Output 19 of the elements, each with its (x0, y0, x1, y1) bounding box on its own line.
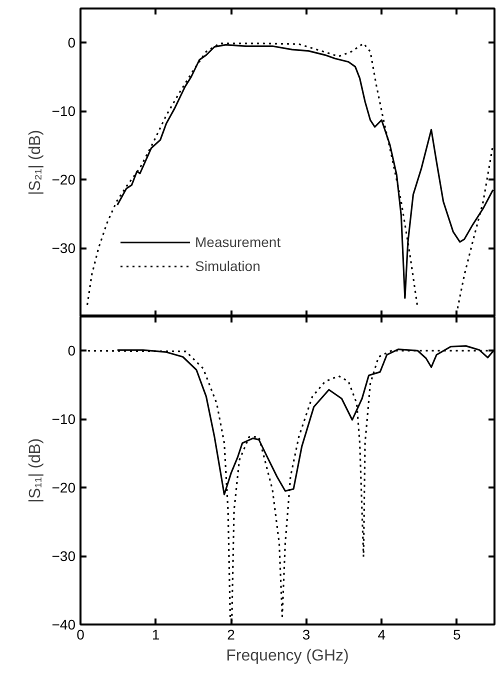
y-axis-title: |S₂₁| (dB) (26, 130, 44, 196)
y-tick-label: 0 (68, 34, 76, 51)
legend-label: Measurement (195, 234, 281, 250)
legend-label: Simulation (195, 258, 260, 274)
x-tick-label: 2 (227, 626, 236, 642)
x-tick-label: 1 (152, 626, 160, 642)
y-tick-label: −10 (52, 411, 76, 428)
y-tick-label: 0 (68, 342, 76, 359)
y-axis-title: |S₁₁| (dB) (26, 438, 44, 503)
y-tick-label: −30 (52, 240, 76, 256)
y-tick-label: −20 (52, 480, 76, 496)
y-tick-label: −30 (52, 548, 76, 564)
y-tick-label: −20 (52, 172, 76, 188)
x-axis-title: Frequency (GHz) (226, 648, 349, 664)
x-tick-label: 3 (302, 626, 310, 642)
y-tick-label: −40 (52, 616, 76, 632)
x-tick-label: 5 (452, 626, 461, 642)
y-tick-label: −10 (52, 103, 76, 120)
x-tick-label: 4 (378, 626, 386, 642)
